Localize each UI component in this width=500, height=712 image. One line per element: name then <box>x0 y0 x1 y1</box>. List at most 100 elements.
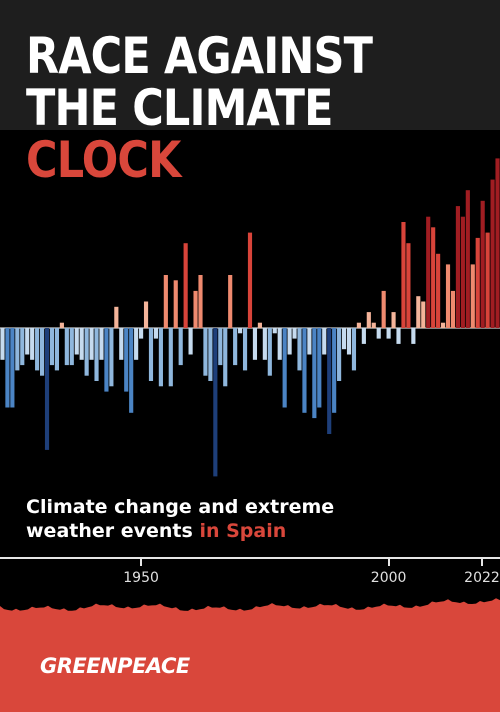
stripe-bar-1998 <box>376 328 381 339</box>
stripe-bar-1988 <box>327 328 332 434</box>
stripe-bar-1965 <box>213 328 218 477</box>
stripe-bar-1932 <box>49 328 55 366</box>
stripe-bar-1987 <box>322 328 327 355</box>
stripe-bar-2019 <box>480 200 485 328</box>
stripe-bar-2008 <box>426 216 431 328</box>
stripe-bar-1935 <box>64 328 69 366</box>
stripe-bar-1945 <box>114 306 119 328</box>
stripe-bar-1989 <box>332 328 337 413</box>
stripe-bar-1994 <box>356 322 361 328</box>
stripe-bar-1986 <box>317 328 322 408</box>
stripe-bar-1949 <box>134 328 139 360</box>
tick-2000 <box>387 557 390 566</box>
stripe-bar-2017 <box>470 264 475 328</box>
stripe-bar-1972 <box>247 232 253 328</box>
stripe-bar-2018 <box>475 237 480 328</box>
stripe-bar-1981 <box>292 328 297 339</box>
greenpeace-logo: GREENPEACE <box>40 654 190 678</box>
stripe-bar-1954 <box>158 328 163 387</box>
stripe-bar-1940 <box>89 328 94 360</box>
title-band <box>0 0 500 130</box>
stripe-bar-2004 <box>406 243 411 328</box>
stripe-bar-1976 <box>267 328 272 376</box>
stripe-bar-1992 <box>346 328 352 355</box>
stripe-bar-1970 <box>238 328 243 334</box>
stripe-bar-1980 <box>287 328 292 355</box>
stripe-bar-1993 <box>351 328 357 371</box>
stripe-bar-2020 <box>485 232 490 328</box>
stripe-bar-2002 <box>396 328 401 344</box>
stripe-bar-1961 <box>193 290 198 328</box>
stripe-bar-1928 <box>30 328 35 360</box>
page-title: RACE AGAINST THE CLIMATE CLOCK <box>26 27 373 189</box>
timeline-axis <box>0 557 500 559</box>
subtitle-highlight: in Spain <box>199 520 287 542</box>
stripe-bar-2009 <box>431 227 436 328</box>
stripe-bar-1991 <box>341 328 347 350</box>
stripe-bar-1962 <box>198 275 203 328</box>
stripe-bar-2011 <box>440 322 446 328</box>
title-line-1: RACE AGAINST <box>26 27 373 85</box>
stripe-bar-2003 <box>401 222 406 328</box>
subtitle-line-1: Climate change and extreme <box>26 496 335 518</box>
warming-stripes-chart <box>0 158 500 477</box>
stripe-bar-1929 <box>35 328 40 371</box>
stripe-bar-2013 <box>450 290 456 328</box>
subtitle: Climate change and extreme weather event… <box>26 495 334 543</box>
stripe-bar-1979 <box>282 328 287 408</box>
stripe-bar-1959 <box>183 243 188 328</box>
stripe-bar-2010 <box>436 253 441 328</box>
title-line-2: THE CLIMATE <box>26 79 333 137</box>
tick-2022 <box>481 557 483 566</box>
stripe-bar-1967 <box>223 328 228 387</box>
stripe-bar-1997 <box>371 322 376 328</box>
stripe-bar-2016 <box>465 190 470 328</box>
stripe-bar-1971 <box>242 328 248 371</box>
subtitle-line-2: weather events <box>26 520 200 542</box>
stripe-bar-1956 <box>168 328 173 387</box>
stripe-bar-1947 <box>124 328 129 392</box>
stripe-bar-1983 <box>302 328 307 413</box>
stripe-bar-1930 <box>40 328 45 376</box>
stripe-bar-2001 <box>391 312 396 328</box>
footer-band <box>0 598 500 712</box>
stripe-bar-2007 <box>421 301 426 328</box>
stripe-bar-1978 <box>277 328 282 360</box>
stripe-bar-1926 <box>20 328 25 366</box>
stripe-bar-1925 <box>15 328 20 371</box>
stripe-bar-1951 <box>143 301 149 328</box>
footer-wave-shape <box>0 598 500 712</box>
stripe-bar-2014 <box>455 206 460 328</box>
stripe-bar-1941 <box>94 328 99 381</box>
stripe-bar-1974 <box>257 322 262 328</box>
stripe-bar-1984 <box>307 328 312 355</box>
stripe-bar-1968 <box>228 275 233 328</box>
stripe-bar-1982 <box>297 328 302 371</box>
stripe-bar-1933 <box>54 328 60 371</box>
stripe-bar-1977 <box>272 328 277 334</box>
stripe-bar-2005 <box>411 328 416 344</box>
stripe-bar-1943 <box>104 328 109 392</box>
tick-label-1950: 1950 <box>123 570 159 586</box>
stripe-bar-2021 <box>490 179 495 328</box>
stripe-bar-1944 <box>109 328 114 387</box>
title-line-3: CLOCK <box>26 131 181 189</box>
stripe-bar-1995 <box>361 328 366 344</box>
stripe-bar-1922 <box>0 328 5 360</box>
stripe-bar-1958 <box>178 328 183 366</box>
stripe-bar-2012 <box>445 264 451 328</box>
stripe-bar-1975 <box>262 328 267 360</box>
stripe-bar-1927 <box>25 328 30 355</box>
stripe-bar-1952 <box>148 328 154 381</box>
stripe-bar-1957 <box>173 280 178 328</box>
stripe-bar-1936 <box>69 328 74 366</box>
stripe-bar-1955 <box>163 275 168 328</box>
stripe-bar-2000 <box>386 328 391 339</box>
stripe-bar-2015 <box>460 216 465 328</box>
stripe-bar-1924 <box>10 328 15 408</box>
stripe-bar-1923 <box>5 328 10 408</box>
stripe-bar-1953 <box>153 328 159 339</box>
stripe-bar-1939 <box>84 328 89 376</box>
stripe-bar-1969 <box>233 328 238 366</box>
stripe-bar-1934 <box>59 322 64 328</box>
